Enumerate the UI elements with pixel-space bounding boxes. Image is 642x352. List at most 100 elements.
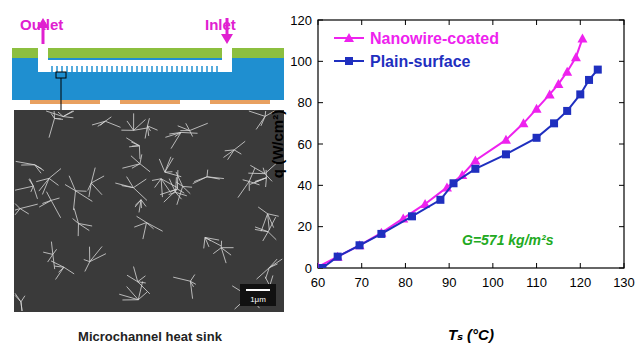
outlet-arrowhead — [37, 18, 49, 28]
y-tick — [318, 61, 323, 62]
nanowire — [31, 186, 33, 192]
scale-box — [240, 284, 276, 306]
nanowire — [173, 277, 190, 281]
series-line — [318, 39, 582, 267]
x-tick-label: 100 — [482, 275, 504, 290]
nanowire — [74, 208, 78, 223]
nanowire — [257, 268, 270, 279]
nanowire — [207, 177, 224, 179]
nanowire — [221, 247, 233, 248]
inlet-arrow — [226, 18, 229, 36]
x-tick-top — [624, 20, 625, 25]
x-tick — [536, 263, 537, 268]
nanowire — [205, 237, 219, 240]
nanowire — [105, 121, 120, 127]
nanowire — [265, 111, 267, 116]
x-tick-label: 130 — [613, 275, 635, 290]
nanowire — [139, 146, 141, 159]
nanowire — [55, 118, 64, 120]
channel — [38, 60, 232, 72]
fin — [136, 66, 138, 72]
y-tick-right — [619, 20, 624, 21]
nanowire — [85, 262, 90, 272]
x-tick-top — [449, 20, 450, 25]
nanowire — [133, 179, 146, 188]
marker — [545, 89, 555, 98]
nanowire — [91, 183, 102, 195]
fin — [81, 66, 83, 72]
marker — [594, 66, 602, 74]
nanowire — [152, 179, 161, 181]
x-tick — [361, 263, 362, 268]
nanowire — [266, 170, 267, 178]
nanowire — [20, 209, 29, 214]
fin — [86, 66, 88, 72]
nanowire — [177, 186, 183, 204]
y-axis-label: q (W/cm²) — [269, 110, 286, 178]
fin — [186, 66, 188, 72]
nanowire — [147, 126, 157, 130]
nanowire — [263, 232, 268, 241]
x-axis-label: Tₛ (°C) — [448, 326, 494, 343]
y-tick — [318, 102, 323, 103]
nanowire — [90, 254, 106, 262]
fin — [131, 66, 133, 72]
nanowire — [132, 164, 140, 168]
nanowire — [51, 200, 60, 217]
y-tick — [318, 226, 323, 227]
marker — [502, 150, 510, 158]
nanowire — [53, 249, 57, 254]
marker — [318, 264, 326, 268]
nanowire — [105, 117, 111, 121]
fin — [216, 66, 218, 72]
nanowire — [78, 223, 92, 226]
nanowire — [255, 178, 267, 182]
fin — [51, 66, 53, 72]
marker — [436, 196, 444, 204]
y-tick-right — [619, 61, 624, 62]
x-tick — [580, 263, 581, 268]
data-area — [318, 34, 602, 268]
nanowire — [138, 276, 146, 282]
nanowire — [139, 200, 141, 213]
nanowire — [221, 241, 222, 248]
fin — [76, 66, 78, 72]
nanowire — [59, 267, 64, 272]
heater — [210, 100, 270, 104]
y-tick-right — [619, 268, 624, 269]
nanowire — [84, 260, 90, 262]
fin — [171, 66, 173, 72]
nanowire — [39, 200, 51, 207]
marker — [334, 253, 342, 261]
nanowire — [21, 302, 22, 311]
fin — [146, 66, 148, 72]
nanowire — [133, 188, 147, 201]
nanowire — [49, 178, 58, 185]
nanowire — [127, 287, 139, 300]
x-tick-label: 80 — [398, 275, 412, 290]
nanowire — [89, 247, 90, 262]
nanowire — [51, 113, 54, 118]
nanowire — [190, 281, 195, 284]
y-tick-label: 0 — [305, 261, 312, 276]
y-tick — [318, 185, 323, 186]
x-tick-label: 60 — [311, 275, 325, 290]
nanowire — [165, 171, 173, 172]
fin — [151, 66, 153, 72]
nanowire — [268, 217, 276, 232]
nanowire — [265, 178, 267, 187]
nanowire — [256, 116, 265, 129]
nanowire — [248, 173, 265, 175]
nanowire — [43, 252, 53, 254]
marker — [333, 252, 343, 261]
nanowire — [255, 229, 268, 231]
nanowire — [131, 156, 140, 164]
nanowire — [268, 214, 270, 230]
x-tick-top — [536, 20, 537, 25]
fin — [121, 66, 123, 72]
fin — [101, 66, 103, 72]
fin — [181, 66, 183, 72]
marker — [585, 76, 593, 84]
nanowire — [178, 126, 190, 131]
y-tick-label: 60 — [298, 137, 312, 152]
